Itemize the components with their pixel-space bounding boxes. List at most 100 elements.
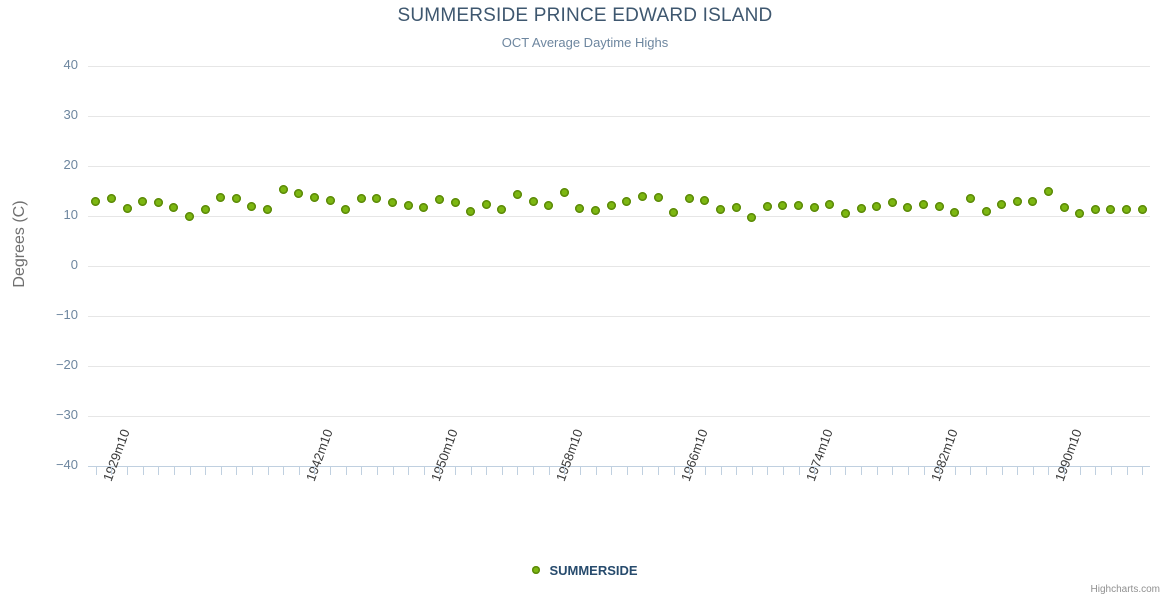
- data-point[interactable]: [1090, 205, 1100, 214]
- data-point[interactable]: [185, 211, 194, 221]
- x-axis-tick: [455, 467, 456, 475]
- data-point[interactable]: [294, 189, 304, 198]
- data-point[interactable]: [309, 192, 319, 202]
- data-point[interactable]: [919, 199, 929, 209]
- data-point[interactable]: [778, 200, 788, 210]
- data-point[interactable]: [700, 195, 710, 205]
- data-point[interactable]: [512, 189, 522, 199]
- data-point[interactable]: [419, 203, 429, 212]
- data-point[interactable]: [747, 212, 757, 222]
- data-point[interactable]: [606, 200, 616, 210]
- x-axis-tick: [627, 467, 628, 475]
- x-axis-tick: [564, 467, 565, 475]
- data-point[interactable]: [1106, 205, 1116, 214]
- data-point[interactable]: [950, 208, 960, 217]
- x-axis-tick: [752, 467, 753, 475]
- credits-label: Highcharts.com: [1090, 584, 1160, 595]
- data-point[interactable]: [575, 204, 585, 213]
- data-point[interactable]: [997, 199, 1007, 209]
- data-point[interactable]: [278, 185, 288, 194]
- data-point[interactable]: [481, 200, 491, 209]
- data-point[interactable]: [372, 193, 382, 203]
- data-point[interactable]: [122, 203, 132, 213]
- x-axis-tick: [408, 467, 409, 475]
- data-point[interactable]: [247, 202, 257, 211]
- y-axis-tick-label: −20: [55, 357, 78, 372]
- chart-subtitle: OCT Average Daytime Highs: [501, 35, 669, 50]
- data-point[interactable]: [669, 208, 679, 217]
- x-axis-tick: [502, 467, 503, 475]
- x-axis-tick: [767, 467, 768, 475]
- data-point[interactable]: [434, 194, 444, 204]
- data-point[interactable]: [497, 204, 507, 214]
- data-point[interactable]: [794, 200, 804, 210]
- data-point[interactable]: [872, 201, 882, 211]
- data-point[interactable]: [341, 205, 351, 214]
- data-point[interactable]: [934, 201, 944, 211]
- data-point[interactable]: [856, 204, 866, 213]
- data-point[interactable]: [216, 193, 226, 202]
- x-axis-tick: [1017, 467, 1018, 475]
- data-point[interactable]: [809, 202, 819, 212]
- x-axis-tick: [221, 467, 222, 475]
- x-axis-tick: [642, 467, 643, 475]
- data-point[interactable]: [153, 198, 163, 207]
- data-point[interactable]: [231, 194, 241, 203]
- data-point[interactable]: [731, 203, 741, 212]
- data-point[interactable]: [559, 187, 569, 197]
- data-point[interactable]: [1137, 205, 1147, 214]
- data-point[interactable]: [1012, 197, 1022, 206]
- data-point[interactable]: [200, 204, 210, 214]
- x-axis-tick: [1048, 467, 1049, 475]
- x-axis-tick: [1127, 467, 1128, 475]
- data-point[interactable]: [466, 207, 476, 216]
- data-point[interactable]: [403, 200, 413, 210]
- data-point[interactable]: [263, 205, 273, 214]
- data-point[interactable]: [887, 198, 897, 207]
- x-axis-tick: [299, 467, 300, 475]
- data-point[interactable]: [716, 204, 725, 214]
- data-point[interactable]: [903, 203, 913, 212]
- data-point[interactable]: [1122, 205, 1132, 214]
- data-point[interactable]: [138, 197, 148, 206]
- data-point[interactable]: [637, 192, 647, 201]
- data-point[interactable]: [965, 194, 975, 203]
- data-point[interactable]: [528, 196, 538, 206]
- data-point[interactable]: [1028, 196, 1038, 206]
- data-point[interactable]: [684, 194, 694, 203]
- data-point[interactable]: [591, 205, 601, 215]
- data-point[interactable]: [840, 209, 850, 218]
- y-axis-tick-label: 10: [63, 207, 78, 222]
- data-point[interactable]: [1059, 203, 1069, 212]
- x-axis-tick: [705, 467, 706, 475]
- data-point[interactable]: [356, 194, 366, 203]
- x-axis-tick: [1080, 467, 1081, 475]
- x-axis-tick: [471, 467, 472, 475]
- x-axis-tick: [439, 467, 440, 475]
- plot-area: [88, 66, 1150, 466]
- x-axis-tick: [861, 467, 862, 475]
- data-point[interactable]: [762, 202, 772, 211]
- data-point[interactable]: [981, 206, 991, 216]
- grid-line: [88, 116, 1150, 117]
- grid-line: [88, 216, 1150, 217]
- x-axis-tick: [955, 467, 956, 475]
- data-point[interactable]: [169, 203, 179, 212]
- x-axis-tick: [111, 467, 112, 475]
- data-point[interactable]: [106, 193, 116, 203]
- data-point[interactable]: [1043, 187, 1053, 196]
- data-point[interactable]: [388, 198, 398, 207]
- data-point[interactable]: [653, 193, 663, 202]
- data-point[interactable]: [544, 200, 554, 210]
- data-point[interactable]: [450, 197, 460, 207]
- data-point[interactable]: [825, 200, 835, 209]
- legend-item-summerside[interactable]: SUMMERSIDE: [532, 562, 638, 578]
- data-point[interactable]: [622, 197, 632, 206]
- data-point[interactable]: [1075, 209, 1085, 218]
- data-point[interactable]: [91, 197, 101, 206]
- data-point[interactable]: [325, 195, 335, 205]
- y-axis-tick-label: −40: [55, 457, 78, 472]
- x-axis-tick: [939, 467, 940, 475]
- legend: SUMMERSIDE: [0, 562, 1170, 578]
- x-axis-tick: [877, 467, 878, 475]
